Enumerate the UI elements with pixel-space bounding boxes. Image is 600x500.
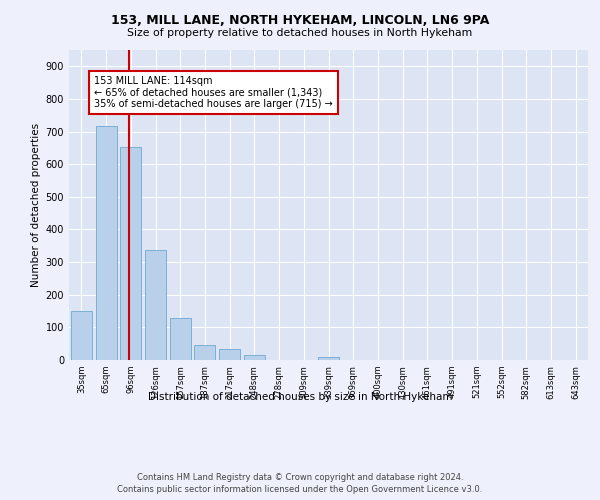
Text: Contains HM Land Registry data © Crown copyright and database right 2024.: Contains HM Land Registry data © Crown c… — [137, 472, 463, 482]
Bar — [219, 349, 240, 360]
Bar — [170, 318, 191, 360]
Bar — [318, 356, 339, 360]
Bar — [71, 311, 92, 360]
Text: 153 MILL LANE: 114sqm
← 65% of detached houses are smaller (1,343)
35% of semi-d: 153 MILL LANE: 114sqm ← 65% of detached … — [94, 76, 333, 110]
Bar — [194, 345, 215, 360]
Bar — [145, 250, 166, 360]
Bar — [120, 147, 141, 360]
Bar — [95, 126, 116, 360]
Text: Size of property relative to detached houses in North Hykeham: Size of property relative to detached ho… — [127, 28, 473, 38]
Text: Distribution of detached houses by size in North Hykeham: Distribution of detached houses by size … — [148, 392, 452, 402]
Y-axis label: Number of detached properties: Number of detached properties — [31, 123, 41, 287]
Text: Contains public sector information licensed under the Open Government Licence v3: Contains public sector information licen… — [118, 485, 482, 494]
Bar — [244, 356, 265, 360]
Text: 153, MILL LANE, NORTH HYKEHAM, LINCOLN, LN6 9PA: 153, MILL LANE, NORTH HYKEHAM, LINCOLN, … — [111, 14, 489, 27]
